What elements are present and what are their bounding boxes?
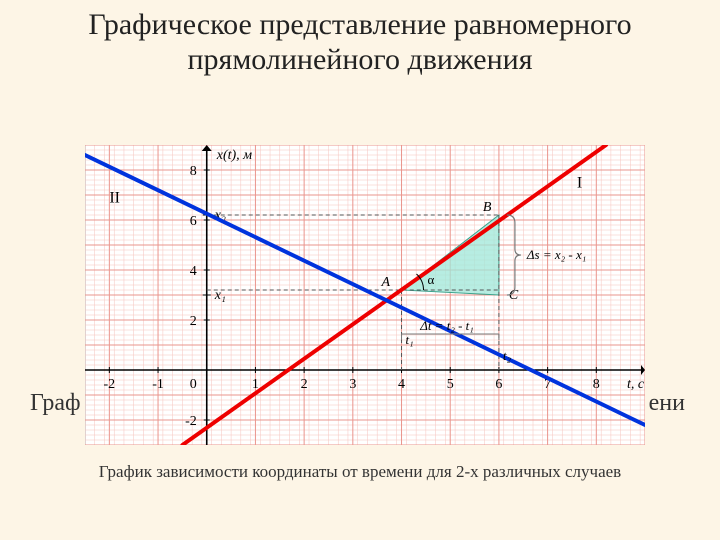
svg-text:-2: -2 bbox=[185, 414, 197, 429]
svg-text:8: 8 bbox=[593, 377, 600, 392]
svg-text:x₁: x₁ bbox=[214, 288, 226, 303]
svg-text:2: 2 bbox=[190, 314, 197, 329]
svg-text:x(t), м: x(t), м bbox=[216, 148, 252, 163]
svg-text:0: 0 bbox=[190, 377, 197, 392]
svg-text:4: 4 bbox=[190, 264, 197, 279]
svg-text:B: B bbox=[483, 200, 492, 215]
svg-text:3: 3 bbox=[349, 377, 356, 392]
svg-text:I: I bbox=[577, 175, 582, 192]
svg-text:α: α bbox=[428, 272, 435, 287]
svg-text:-2: -2 bbox=[104, 377, 116, 392]
capback-r: ени bbox=[649, 390, 685, 416]
svg-text:4: 4 bbox=[398, 377, 405, 392]
svg-text:6: 6 bbox=[190, 214, 197, 229]
svg-text:t₂: t₂ bbox=[503, 348, 512, 363]
svg-text:8: 8 bbox=[190, 164, 197, 179]
svg-text:t, с: t, с bbox=[627, 377, 645, 392]
svg-text:6: 6 bbox=[495, 377, 502, 392]
svg-text:2: 2 bbox=[301, 377, 308, 392]
svg-text:II: II bbox=[109, 190, 120, 207]
capback-l: Граф bbox=[30, 390, 81, 416]
svg-text:A: A bbox=[381, 275, 391, 290]
svg-text:Δs = x₂ - x₁: Δs = x₂ - x₁ bbox=[526, 247, 586, 262]
slide-title: Графическое представление равномерного п… bbox=[0, 0, 720, 77]
svg-text:-1: -1 bbox=[152, 377, 164, 392]
svg-text:Δt = t₂ - t₁: Δt = t₂ - t₁ bbox=[419, 318, 474, 333]
chart-caption: График зависимости координаты от времени… bbox=[0, 462, 720, 482]
position-time-chart: -2-112345678-224680t, сx(t), мx₁x₂IIIABC… bbox=[85, 145, 645, 445]
chart-container: -2-112345678-224680t, сx(t), мx₁x₂IIIABC… bbox=[85, 145, 645, 445]
svg-text:5: 5 bbox=[447, 377, 454, 392]
